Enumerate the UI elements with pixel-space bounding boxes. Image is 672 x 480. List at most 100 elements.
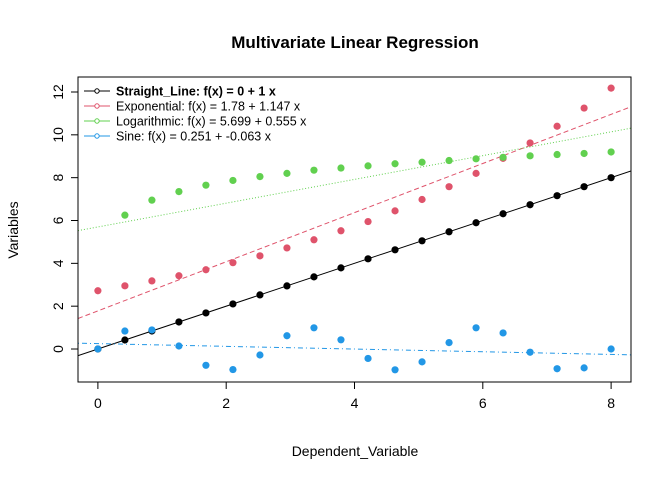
point-straight_line [580,183,588,191]
x-axis-label: Dependent_Variable [292,443,419,459]
point-logarithmic [418,158,426,166]
point-logarithmic [391,160,399,168]
fit-line-logarithmic [78,127,631,232]
point-straight_line [229,300,237,308]
point-straight_line [175,318,183,326]
x-tick-label: 8 [607,395,615,411]
point-logarithmic [229,176,237,185]
point-straight_line [607,174,615,182]
chart-title: Multivariate Linear Regression [231,33,479,52]
point-exponential [283,244,291,252]
point-exponential [472,169,480,177]
legend-label: Logarithmic: f(x) = 5.699 + 0.555 x [116,115,307,129]
point-sine [499,329,507,337]
point-sine [364,354,372,363]
legend-marker [94,133,100,139]
point-straight_line [337,264,345,272]
y-tick-label: 10 [50,127,66,143]
point-sine [445,338,453,347]
point-sine [418,358,426,366]
point-exponential [148,277,156,285]
point-exponential [229,259,237,267]
legend-label: Straight_Line: f(x) = 0 + 1 x [116,85,276,99]
y-tick-label: 12 [50,84,66,100]
point-straight_line [499,210,507,218]
point-logarithmic [499,153,507,161]
point-straight_line [472,219,480,227]
point-logarithmic [580,149,588,158]
point-logarithmic [121,211,129,219]
point-exponential [337,227,345,235]
legend-label: Sine: f(x) = 0.251 + -0.063 x [116,130,272,144]
point-straight_line [445,228,453,236]
point-logarithmic [283,169,291,177]
x-tick-label: 4 [351,395,359,411]
point-logarithmic [310,166,318,174]
point-sine [121,327,129,335]
legend-marker [94,88,100,94]
point-straight_line [526,201,534,209]
legend-marker [94,118,100,124]
x-tick-label: 0 [94,395,102,411]
point-sine [526,348,534,356]
point-exponential [202,266,210,274]
point-exponential [310,236,318,244]
point-exponential [526,139,534,147]
point-straight_line [283,282,291,290]
x-tick-label: 2 [222,395,230,411]
point-sine [472,324,480,332]
point-logarithmic [364,162,372,170]
point-sine [256,351,264,359]
point-logarithmic [256,172,264,181]
point-sine [553,365,561,373]
point-sine [310,324,318,332]
y-axis-label: Variables [5,201,21,258]
y-tick-label: 0 [50,345,66,353]
legend-marker [94,103,100,109]
point-exponential [175,272,183,280]
point-straight_line [391,246,399,254]
point-exponential [418,195,426,204]
legend-label: Exponential: f(x) = 1.78 + 1.147 x [116,100,301,114]
point-sine [229,365,237,374]
point-straight_line [121,336,129,344]
x-tick-label: 6 [479,395,487,411]
point-sine [175,342,183,350]
point-exponential [553,122,561,130]
point-exponential [391,207,399,215]
point-sine [391,366,399,374]
point-exponential [607,84,615,92]
point-exponential [94,287,102,295]
point-logarithmic [202,181,210,189]
y-tick-label: 2 [50,302,66,310]
point-sine [607,345,615,353]
y-tick-label: 6 [50,216,66,224]
fit-line-sine [78,342,631,356]
point-straight_line [202,309,210,317]
point-logarithmic [526,152,534,160]
point-sine [148,326,156,334]
point-logarithmic [472,155,480,163]
fit-line-exponential [78,106,631,319]
point-straight_line [310,273,318,281]
fit-line-straight_line [78,170,631,357]
point-straight_line [553,192,561,200]
point-logarithmic [607,148,615,156]
point-exponential [121,282,129,290]
point-straight_line [364,255,372,263]
point-straight_line [418,237,426,245]
y-tick-label: 4 [50,259,66,267]
point-logarithmic [445,156,453,165]
point-logarithmic [148,196,156,204]
point-sine [283,332,291,340]
point-exponential [256,252,264,260]
point-sine [202,361,210,369]
point-sine [580,364,588,372]
legend: Straight_Line: f(x) = 0 + 1 xExponential… [84,85,307,144]
point-sine [337,336,345,344]
point-sine [94,345,102,353]
point-logarithmic [337,164,345,172]
y-tick-label: 8 [50,174,66,182]
point-logarithmic [553,150,561,159]
